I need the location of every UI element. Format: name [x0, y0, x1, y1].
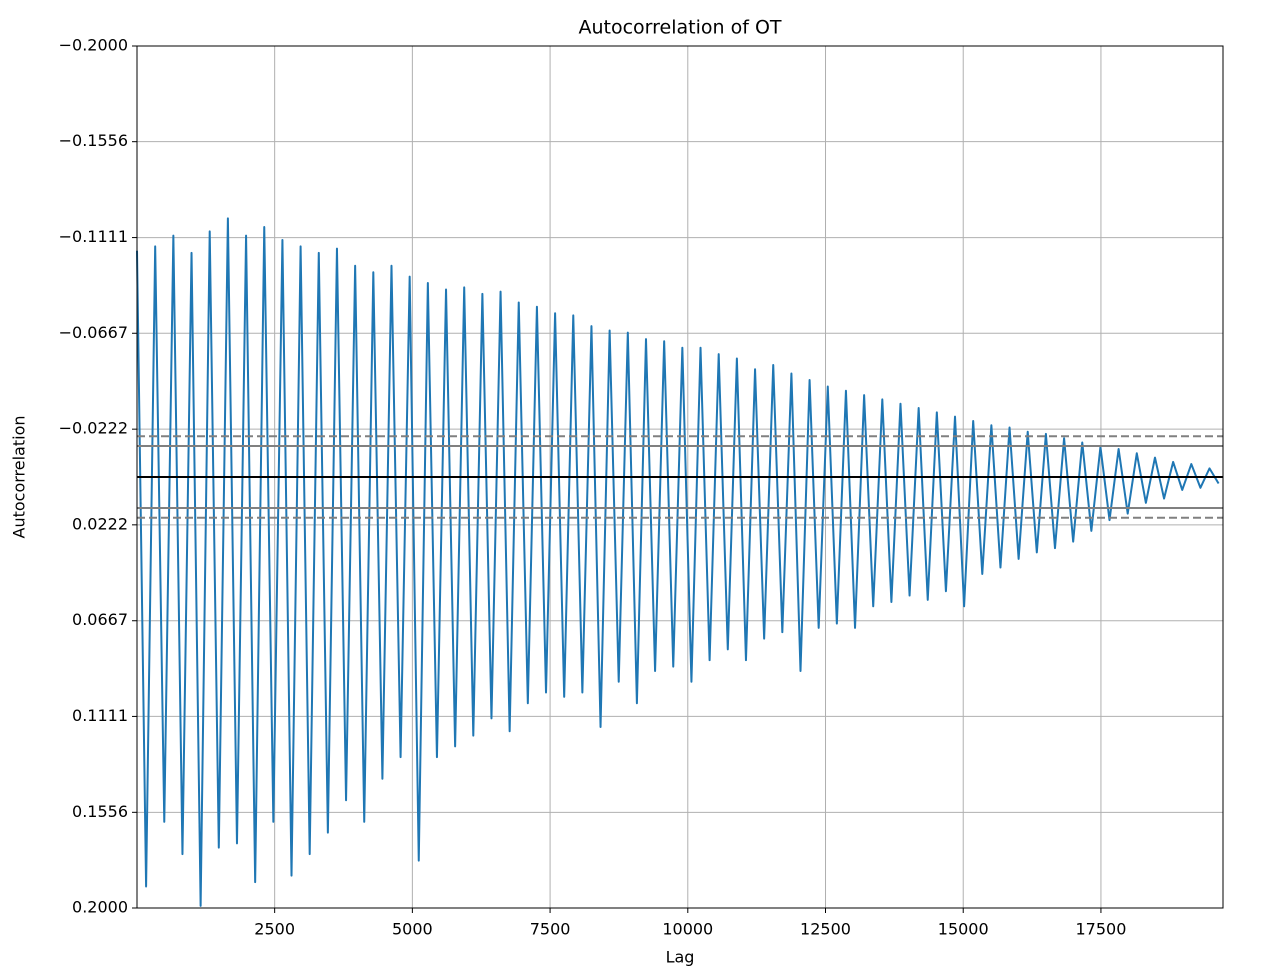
- x-tick-label: 10000: [662, 920, 713, 939]
- y-tick-label: 0.1111: [72, 706, 128, 725]
- x-tick-label: 2500: [254, 920, 295, 939]
- x-tick-label: 7500: [530, 920, 571, 939]
- x-axis-label: Lag: [666, 948, 695, 967]
- chart-title: Autocorrelation of OT: [578, 17, 781, 39]
- series-line: [136, 217, 1220, 907]
- y-tick-label: −0.1111: [59, 227, 128, 246]
- y-tick-label: 0.1556: [72, 802, 128, 821]
- x-tick-label: 12500: [800, 920, 851, 939]
- y-tick-label: 0.0222: [72, 514, 128, 533]
- y-axis-label: Autocorrelation: [10, 416, 29, 539]
- x-tick-label: 17500: [1075, 920, 1126, 939]
- x-tick-label: 15000: [938, 920, 989, 939]
- y-tick-label: −0.0222: [59, 419, 128, 438]
- y-tick-label: 0.0667: [72, 610, 128, 629]
- plot-frame: [136, 45, 1224, 909]
- y-tick-label: −0.2000: [59, 36, 128, 55]
- y-tick-label: 0.2000: [72, 898, 128, 917]
- x-tick-label: 5000: [392, 920, 433, 939]
- y-tick-label: −0.1556: [59, 131, 128, 150]
- y-tick-label: −0.0667: [59, 323, 128, 342]
